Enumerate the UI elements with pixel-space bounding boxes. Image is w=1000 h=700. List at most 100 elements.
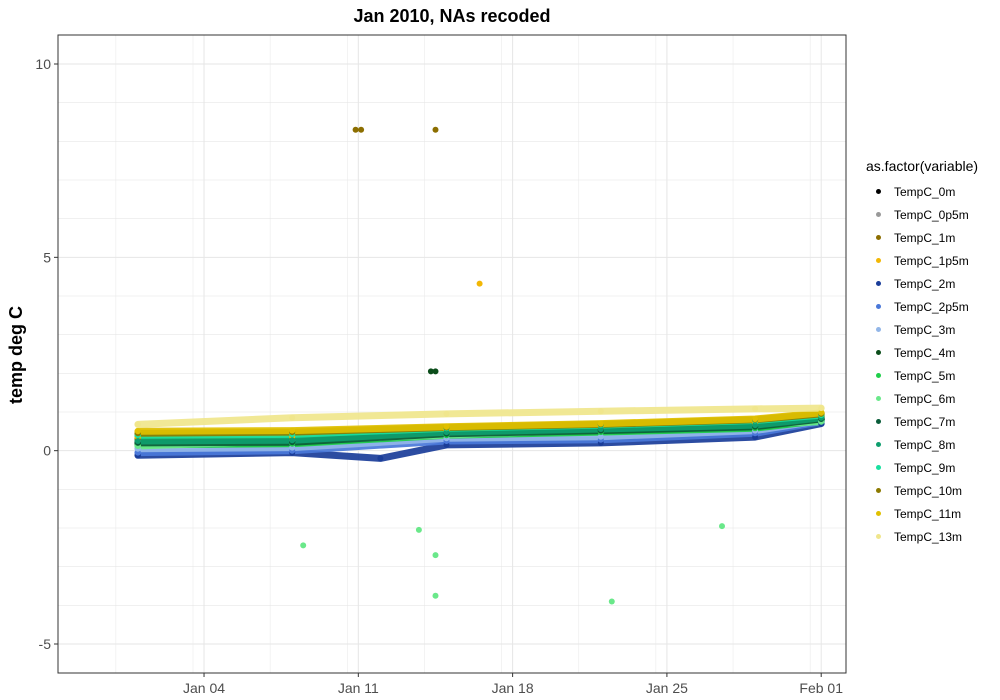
legend: as.factor(variable) TempC_0m TempC_0p5m Te…: [866, 158, 996, 548]
legend-label: TempC_11m: [894, 506, 962, 521]
legend-key-tempc-8m: [876, 442, 881, 447]
legend-key-tempc-6m: [876, 396, 881, 401]
legend-label: TempC_1m: [894, 230, 956, 245]
data-point-tempc-6m: [300, 542, 307, 549]
data-point-tempc-1p5m: [476, 280, 483, 287]
y-tick-label: -5: [39, 636, 52, 652]
data-point-tempc-4m: [427, 368, 434, 375]
legend-item-tempc-6m: TempC_6m: [866, 387, 996, 410]
data-point-tempc-6m: [432, 592, 439, 599]
legend-key-tempc-13m: [876, 534, 881, 539]
legend-item-tempc-0m: TempC_0m: [866, 180, 996, 203]
legend-label: TempC_10m: [894, 483, 963, 498]
data-point-tempc-3m: [597, 433, 604, 440]
x-tick-label: Jan 04: [183, 680, 225, 696]
legend-label: TempC_0m: [894, 184, 956, 199]
data-point-tempc-13m: [752, 405, 759, 412]
legend-key-tempc-10m: [876, 488, 881, 493]
data-point-tempc-8m: [134, 438, 141, 444]
data-point-tempc-6m: [415, 526, 422, 533]
legend-item-tempc-11m: TempC_11m: [866, 502, 996, 525]
series-band-tempc-11m: [134, 409, 825, 435]
data-point-tempc-6m: [608, 598, 615, 605]
data-point-tempc-13m: [289, 414, 296, 421]
legend-key-tempc-2p5m: [876, 304, 881, 309]
legend-label: TempC_7m: [894, 414, 956, 429]
legend-item-tempc-5m: TempC_5m: [866, 364, 996, 387]
data-point-tempc-2m: [377, 455, 384, 462]
data-point-tempc-13m: [818, 405, 825, 412]
legend-key-tempc-9m: [876, 465, 881, 470]
legend-item-tempc-0p5m: TempC_0p5m: [866, 203, 996, 226]
data-point-tempc-11m: [289, 427, 296, 434]
data-point-tempc-6m: [719, 523, 725, 530]
legend-key-tempc-0p5m: [876, 212, 881, 217]
legend-item-tempc-2p5m: TempC_2p5m: [866, 295, 996, 318]
y-tick-label: 0: [43, 443, 51, 459]
series-band-tempc-8m: [134, 414, 825, 445]
x-tick-label: Jan 18: [492, 680, 534, 696]
legend-item-tempc-10m: TempC_10m: [866, 479, 996, 502]
legend-label: TempC_0p5m: [894, 207, 969, 222]
data-point-tempc-8m: [289, 437, 296, 444]
legend-key-tempc-1p5m: [876, 258, 881, 263]
y-tick-label: 5: [43, 249, 51, 265]
series-band-tempc-13m: [134, 404, 825, 428]
legend-item-tempc-3m: TempC_3m: [866, 318, 996, 341]
data-point-tempc-8m: [752, 422, 759, 429]
legend-key-tempc-5m: [876, 373, 881, 378]
data-point-tempc-1m: [358, 126, 365, 133]
data-point-tempc-11m: [752, 416, 759, 422]
legend-label: TempC_8m: [894, 437, 956, 452]
x-tick-label: Feb 01: [799, 680, 843, 696]
chart-title: Jan 2010, NAs recoded: [353, 6, 551, 26]
legend-key-tempc-1m: [876, 235, 881, 240]
x-axis-ticks: Jan 04 Jan 11 Jan 18 Jan 25 Feb 01: [183, 673, 843, 696]
data-point-tempc-6m: [432, 552, 439, 559]
data-point-tempc-11m: [597, 420, 604, 427]
y-axis-ticks: -5 0 5 10: [35, 56, 58, 652]
legend-label: TempC_3m: [894, 322, 956, 337]
legend-label: TempC_2m: [894, 276, 956, 291]
legend-label: TempC_6m: [894, 391, 956, 406]
legend-item-tempc-4m: TempC_4m: [866, 341, 996, 364]
data-point-tempc-13m: [443, 410, 450, 417]
legend-label: TempC_9m: [894, 460, 956, 475]
legend-item-tempc-1p5m: TempC_1p5m: [866, 249, 996, 272]
temperature-band: [134, 404, 825, 462]
legend-label: TempC_4m: [894, 345, 956, 360]
grid-lines: [58, 35, 846, 673]
legend-key-tempc-0m: [876, 189, 881, 194]
data-point-tempc-11m: [134, 428, 141, 435]
legend-label: TempC_5m: [894, 368, 956, 383]
legend-key-tempc-7m: [876, 419, 881, 424]
legend-label: TempC_2p5m: [894, 299, 969, 314]
data-point-tempc-13m: [134, 421, 141, 428]
data-point-tempc-11m: [818, 409, 825, 416]
legend-item-tempc-13m: TempC_13m: [866, 525, 996, 548]
legend-key-tempc-2m: [876, 281, 881, 286]
legend-item-tempc-8m: TempC_8m: [866, 433, 996, 456]
panel-border: [57, 34, 847, 674]
x-tick-label: Jan 25: [646, 680, 688, 696]
data-point-tempc-11m: [443, 423, 450, 430]
legend-item-tempc-9m: TempC_9m: [866, 456, 996, 479]
legend-label: TempC_1p5m: [894, 253, 969, 268]
data-point-tempc-4m: [432, 368, 439, 375]
legend-label: TempC_13m: [894, 529, 963, 544]
data-point-tempc-1m: [352, 126, 359, 133]
data-point-tempc-1m: [432, 126, 439, 133]
legend-item-tempc-1m: TempC_1m: [866, 226, 996, 249]
legend-item-tempc-7m: TempC_7m: [866, 410, 996, 433]
legend-title: as.factor(variable): [866, 158, 979, 174]
data-point-tempc-13m: [597, 408, 604, 415]
y-tick-label: 10: [35, 56, 51, 72]
x-tick-label: Jan 11: [338, 680, 379, 696]
legend-item-tempc-2m: TempC_2m: [866, 272, 996, 295]
data-points: [134, 126, 825, 605]
legend-key-tempc-11m: [876, 511, 881, 516]
legend-key-tempc-4m: [876, 350, 881, 355]
y-axis-label: temp deg C: [6, 306, 26, 404]
legend-key-tempc-3m: [876, 327, 881, 332]
